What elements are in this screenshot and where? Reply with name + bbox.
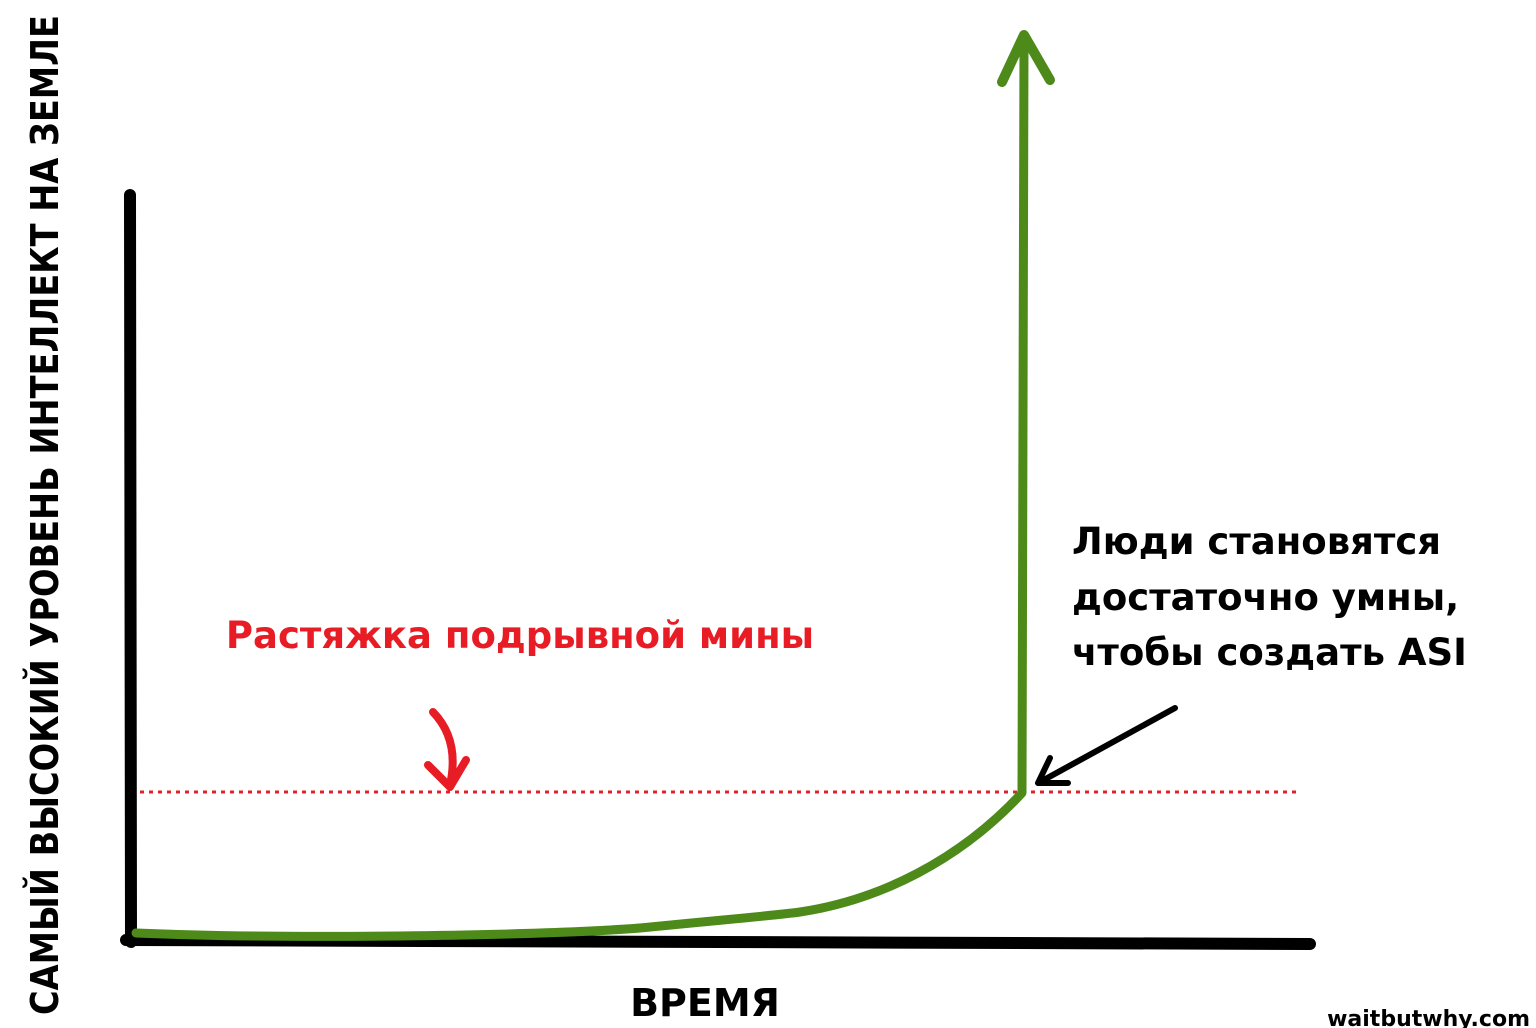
annotation-line: достаточно умны, bbox=[1072, 576, 1459, 619]
x-axis-label: ВРЕМЯ bbox=[630, 981, 780, 1025]
tripwire-arrow bbox=[429, 708, 457, 789]
tripwire-arrowhead bbox=[424, 756, 470, 791]
annotation-line: Люди становятся bbox=[1072, 520, 1441, 563]
y-axis bbox=[124, 189, 137, 948]
credit: waitbutwhy.com bbox=[1327, 1007, 1530, 1028]
tripwire-label: Растяжка подрывной мины bbox=[226, 614, 814, 657]
intelligence-curve bbox=[131, 35, 1029, 941]
annotation-arrowhead bbox=[1035, 755, 1071, 786]
annotation-arrow bbox=[1037, 705, 1178, 785]
y-axis-label: САМЫЙ ВЫСОКИЙ УРОВЕНЬ ИНТЕЛЛЕКТ НА ЗЕМЛЕ bbox=[23, 15, 67, 1015]
curve-arrowhead bbox=[997, 30, 1055, 87]
annotation-line: чтобы создать ASI bbox=[1072, 631, 1467, 674]
